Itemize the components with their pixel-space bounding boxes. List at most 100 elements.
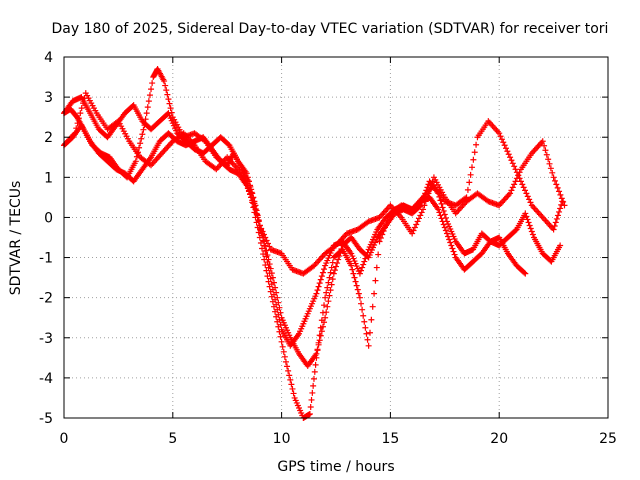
data-point-fill xyxy=(423,187,430,194)
data-point-fill xyxy=(314,346,321,353)
data-point-fill xyxy=(438,200,445,207)
data-point-fill xyxy=(248,189,255,196)
data-point-fill xyxy=(437,212,444,219)
data-point-fill xyxy=(512,227,519,234)
data-point-fill xyxy=(448,242,455,249)
data-point-fill xyxy=(411,224,418,231)
y-tick-label: -5 xyxy=(39,411,53,427)
grid-lines xyxy=(64,57,608,418)
data-point-fill xyxy=(525,219,532,226)
data-point-fill xyxy=(436,209,443,216)
data-point-fill xyxy=(138,135,145,142)
data-point-fill xyxy=(260,231,267,238)
data-point-fill xyxy=(466,179,473,186)
data-point-fill xyxy=(349,266,356,273)
data-point-fill xyxy=(504,148,511,155)
data-point-fill xyxy=(324,284,331,291)
data-point-fill xyxy=(167,105,174,112)
data-point-fill xyxy=(352,278,359,285)
data-point-fill xyxy=(467,171,474,178)
data-point-fill xyxy=(354,286,361,293)
data-point-fill xyxy=(523,190,530,197)
data-point-fill xyxy=(372,277,379,284)
data-point-fill xyxy=(319,269,326,276)
data-point-fill xyxy=(325,279,332,286)
data-point-fill xyxy=(505,151,512,158)
data-point xyxy=(282,358,289,365)
data-point-fill xyxy=(353,282,360,289)
data-point xyxy=(507,154,514,161)
data-point-fill xyxy=(136,144,143,151)
data-point-fill xyxy=(438,215,445,222)
data-point-fill xyxy=(164,91,171,98)
data-point-fill xyxy=(497,133,504,140)
data-point-fill xyxy=(554,184,561,191)
data-point xyxy=(557,242,564,249)
data-point-fill xyxy=(367,329,373,336)
data-point-fill xyxy=(262,248,269,255)
data-point-fill xyxy=(527,199,534,206)
data-point-fill xyxy=(146,92,153,99)
data-point-fill xyxy=(255,216,262,223)
data-point xyxy=(356,270,363,277)
data-point-fill xyxy=(451,251,458,258)
data-point-fill xyxy=(321,302,328,309)
data-point-fill xyxy=(511,181,518,188)
data-point-fill xyxy=(546,160,553,167)
data-point-fill xyxy=(425,190,432,197)
data-point-fill xyxy=(360,261,367,268)
data-point-fill xyxy=(361,318,368,325)
x-tick-label: 10 xyxy=(273,431,291,447)
data-point-fill xyxy=(137,140,144,147)
data-point-fill xyxy=(512,178,519,185)
data-point xyxy=(550,174,557,181)
data-point xyxy=(507,190,514,197)
data-point-fill xyxy=(364,336,371,343)
data-point xyxy=(348,262,355,269)
data-point-fill xyxy=(319,323,326,330)
data-point-fill xyxy=(541,142,548,149)
data-point-fill xyxy=(278,338,285,345)
data-point-fill xyxy=(359,306,366,313)
data-point-fill xyxy=(360,312,367,319)
data-point xyxy=(161,78,168,85)
data-point xyxy=(269,286,276,293)
data-point-fill xyxy=(317,332,324,339)
data-point xyxy=(539,138,546,145)
x-tick-label: 20 xyxy=(490,431,508,447)
data-point-fill xyxy=(515,172,522,179)
data-point-fill xyxy=(473,141,480,148)
data-point-fill xyxy=(358,267,365,274)
data-point-fill xyxy=(247,183,254,190)
data-point xyxy=(420,206,427,213)
data-point xyxy=(306,410,313,417)
data-point-fill xyxy=(265,240,271,247)
data-point-fill xyxy=(440,207,447,214)
data-point-fill xyxy=(145,98,152,105)
data-point xyxy=(71,130,78,137)
data-point-fill xyxy=(450,248,457,255)
data-point-fill xyxy=(270,291,277,298)
data-point-fill xyxy=(526,222,533,229)
data-point-fill xyxy=(266,270,273,277)
data-point-fill xyxy=(543,151,550,158)
data-point xyxy=(313,290,320,297)
data-point-fill xyxy=(287,376,294,383)
data-point xyxy=(561,202,568,209)
data-point-fill xyxy=(413,221,420,228)
data-point-fill xyxy=(437,197,444,204)
data-point-fill xyxy=(557,205,564,212)
data-point-fill xyxy=(334,260,341,267)
data-point-fill xyxy=(542,147,549,154)
data-point-fill xyxy=(511,163,518,170)
data-point-fill xyxy=(524,193,531,200)
data-point-fill xyxy=(359,264,366,271)
data-point-fill xyxy=(327,287,334,294)
data-point-fill xyxy=(337,249,344,256)
data-point-fill xyxy=(549,169,556,176)
data-point xyxy=(435,206,442,213)
data-point-fill xyxy=(558,195,565,202)
data-point-fill xyxy=(272,296,279,303)
data-point-fill xyxy=(351,274,358,281)
